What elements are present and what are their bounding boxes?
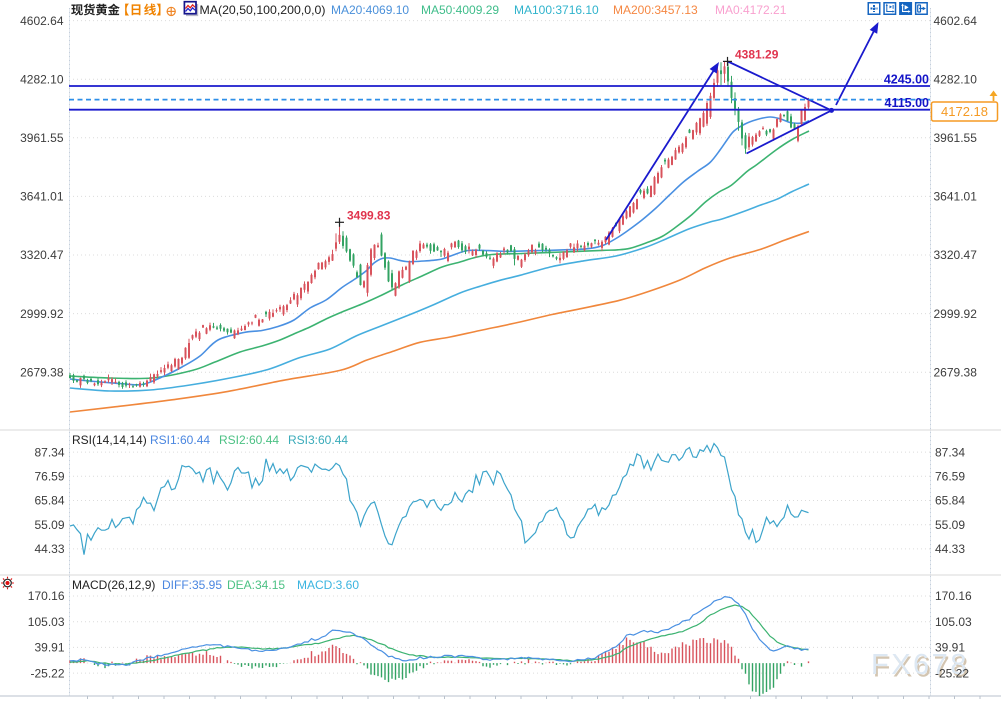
svg-text:105.03: 105.03 [935, 615, 972, 629]
svg-text:RSI(14,14,14): RSI(14,14,14) [72, 433, 147, 447]
svg-text:FX678: FX678 [873, 651, 971, 683]
svg-text:-25.22: -25.22 [935, 666, 969, 680]
svg-text:DIFF:35.95: DIFF:35.95 [162, 578, 222, 592]
svg-text:65.84: 65.84 [34, 494, 64, 508]
svg-text:2679.38: 2679.38 [20, 365, 64, 379]
svg-text:55.09: 55.09 [935, 518, 965, 532]
svg-text:FX678: FX678 [871, 649, 969, 681]
svg-text:55.09: 55.09 [34, 518, 64, 532]
svg-text:MA50:4009.29: MA50:4009.29 [421, 3, 499, 17]
svg-text:105.03: 105.03 [28, 615, 65, 629]
svg-text:4282.10: 4282.10 [934, 72, 978, 86]
svg-text:2999.92: 2999.92 [934, 307, 978, 321]
svg-text:3320.47: 3320.47 [20, 248, 64, 262]
svg-text:4245.00: 4245.00 [884, 72, 929, 86]
svg-text:3961.55: 3961.55 [934, 131, 978, 145]
svg-text:MA20:4069.10: MA20:4069.10 [331, 3, 409, 17]
svg-text:44.33: 44.33 [34, 542, 64, 556]
svg-text:76.59: 76.59 [34, 470, 64, 484]
svg-text:4381.29: 4381.29 [735, 48, 779, 62]
svg-text:2679.38: 2679.38 [934, 365, 978, 379]
svg-text:RSI2:60.44: RSI2:60.44 [219, 433, 279, 447]
svg-text:2999.92: 2999.92 [20, 307, 64, 321]
svg-text:87.34: 87.34 [935, 445, 965, 459]
svg-text:3961.55: 3961.55 [20, 131, 64, 145]
svg-text:44.33: 44.33 [935, 542, 965, 556]
svg-text:87.34: 87.34 [34, 445, 64, 459]
svg-text:3641.01: 3641.01 [20, 190, 64, 204]
svg-text:DEA:34.15: DEA:34.15 [227, 578, 285, 592]
svg-text:MA200:3457.13: MA200:3457.13 [613, 3, 698, 17]
svg-text:4172.18: 4172.18 [941, 104, 988, 119]
svg-text:76.59: 76.59 [935, 470, 965, 484]
svg-text:4115.00: 4115.00 [885, 96, 930, 110]
svg-text:4602.64: 4602.64 [20, 14, 64, 28]
svg-text:3499.83: 3499.83 [347, 209, 391, 223]
svg-text:MACD:3.60: MACD:3.60 [297, 578, 359, 592]
svg-text:MA(20,50,100,200,0,0): MA(20,50,100,200,0,0) [200, 3, 326, 17]
svg-text:3641.01: 3641.01 [934, 190, 978, 204]
svg-text:MA100:3716.10: MA100:3716.10 [514, 3, 599, 17]
svg-text:4282.10: 4282.10 [20, 72, 64, 86]
svg-text:-25.22: -25.22 [30, 666, 64, 680]
svg-text:170.16: 170.16 [935, 589, 972, 603]
svg-text:3320.47: 3320.47 [934, 248, 978, 262]
svg-text:RSI3:60.44: RSI3:60.44 [288, 433, 348, 447]
svg-text:RSI1:60.44: RSI1:60.44 [150, 433, 210, 447]
svg-text:MA0:4172.21: MA0:4172.21 [715, 3, 787, 17]
svg-text:39.91: 39.91 [34, 641, 64, 655]
svg-text:39.91: 39.91 [935, 641, 965, 655]
svg-text:4602.64: 4602.64 [934, 14, 978, 28]
svg-text:170.16: 170.16 [28, 589, 65, 603]
svg-text:MACD(26,12,9): MACD(26,12,9) [72, 578, 155, 592]
svg-text:65.84: 65.84 [935, 494, 965, 508]
